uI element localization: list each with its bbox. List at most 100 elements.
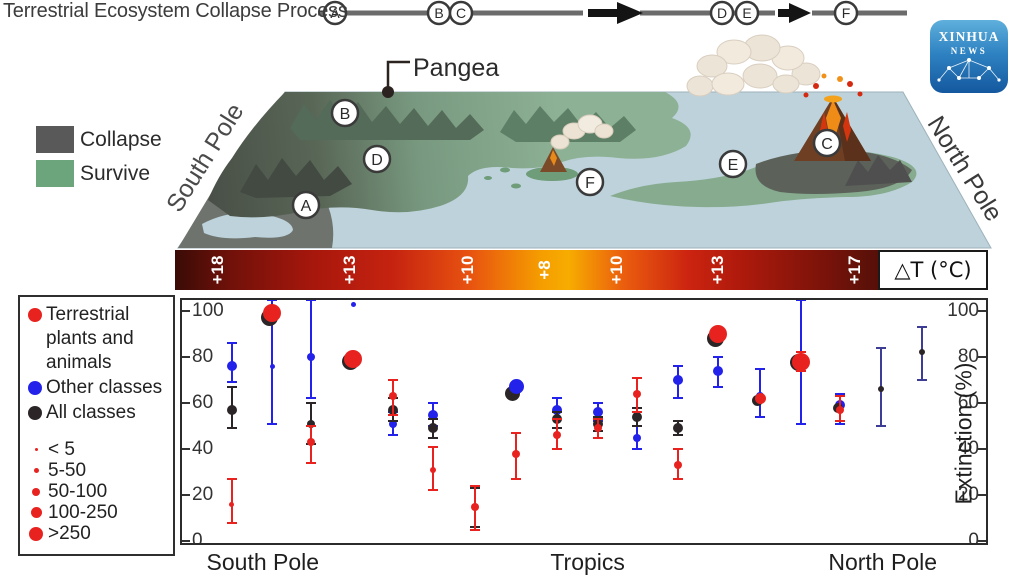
timeline-letter: F <box>842 5 851 21</box>
x-axis-label: Tropics <box>550 549 625 575</box>
scatter-point <box>792 352 811 371</box>
error-bar-cap <box>713 385 724 388</box>
error-bar-cap <box>388 434 399 437</box>
error-bar-cap <box>592 436 603 439</box>
scatter-point <box>835 405 844 414</box>
logo-text: NEWS <box>950 46 988 56</box>
legend-item: Other classes <box>28 376 169 400</box>
temp-value-label: +18 <box>207 255 227 285</box>
temp-value-label: +10 <box>607 255 627 285</box>
error-bar-cap <box>267 422 278 425</box>
scatter-point <box>344 350 363 369</box>
map-marker-f: F <box>575 167 605 197</box>
size-legend: < 5 5-50 50-100 100-250 >250 <box>28 439 169 544</box>
legend-size-item: 5-50 <box>28 460 169 481</box>
error-bar-cap <box>226 342 237 345</box>
error-bar-cap <box>469 528 480 531</box>
timeline-letter: C <box>456 5 466 21</box>
error-bar-cap <box>469 484 480 487</box>
error-bar-cap <box>226 477 237 480</box>
erupting-volcano-icon <box>686 34 871 161</box>
error-bar-cap <box>592 402 603 404</box>
timeline-stage-e: E <box>734 0 760 26</box>
error-bar-cap <box>834 422 845 425</box>
error-bar-cap <box>306 397 317 400</box>
legend-item-label: Other classes <box>46 377 163 398</box>
delta-t-unit-box: △T (°C) <box>878 250 988 290</box>
small-volcano-icon <box>540 114 614 172</box>
legend-item-collapse: Collapse <box>36 126 162 153</box>
legend-color-dot <box>28 381 42 395</box>
xinhua-news-logo: XINHUA NEWS <box>930 20 1008 93</box>
map-marker-letter: D <box>371 152 383 169</box>
y-tick-mark <box>978 448 986 450</box>
legend-size-item: < 5 <box>28 439 169 460</box>
island <box>511 183 521 189</box>
y-tick-mark <box>978 494 986 496</box>
y-tick-mark <box>182 402 190 404</box>
error-bar-cap <box>673 448 684 450</box>
error-bar-cap <box>796 300 807 301</box>
scatter-point <box>552 431 561 440</box>
map-marker-a: A <box>291 190 321 220</box>
scatter-point <box>307 353 316 361</box>
legend-size-label: < 5 <box>48 438 75 460</box>
error-bar-cap <box>673 420 684 423</box>
legend-size-label: >250 <box>48 522 91 544</box>
error-bar-cap <box>755 367 766 370</box>
error-bar-cap <box>592 418 603 421</box>
error-bar-cap <box>388 413 399 416</box>
legend-color-dot <box>28 406 42 420</box>
legend-size-dot <box>32 487 40 496</box>
error-bar-cap <box>876 346 887 349</box>
x-axis-label: North Pole <box>828 549 938 575</box>
temp-value-label: +13 <box>707 255 727 285</box>
y-tick-label: 0 <box>968 530 979 545</box>
map-legend: Collapse Survive <box>36 126 162 194</box>
y-tick-label: 100 <box>947 300 979 321</box>
timeline-letter: B <box>434 5 443 21</box>
error-bar-cap <box>551 448 562 450</box>
scatter-point <box>673 375 684 385</box>
map-marker-letter: E <box>728 157 739 174</box>
survive-swatch <box>36 160 74 187</box>
map-marker-letter: F <box>585 175 595 192</box>
x-axis-labels: South Pole Tropics North Pole <box>180 549 984 577</box>
timeline-stage-c: C <box>448 0 474 26</box>
arrow-right-icon <box>778 3 811 23</box>
scatter-point <box>592 407 603 418</box>
error-bar-cap <box>306 461 317 464</box>
error-bar-cap <box>510 477 521 480</box>
extinction-scatter-plot: 100 100 80 80 60 60 40 40 20 20 0 0 <box>180 298 988 545</box>
timeline-letter: D <box>717 5 727 21</box>
scatter-point <box>427 409 438 420</box>
y-tick-mark <box>182 494 190 496</box>
legend-size-item: >250 <box>28 523 169 544</box>
scatter-point <box>918 349 925 356</box>
y-tick-mark <box>978 540 986 542</box>
error-bar-cap <box>388 420 399 423</box>
legend-label: Collapse <box>80 127 162 151</box>
error-bar-cap <box>592 415 603 418</box>
y-tick-mark <box>182 310 190 312</box>
scatter-point <box>673 423 684 434</box>
error-bar-cap <box>427 489 438 492</box>
error-bar-cap <box>673 365 684 368</box>
scatter-point <box>350 301 356 307</box>
error-bar <box>310 300 313 399</box>
error-bar-cap <box>510 431 521 434</box>
error-bar-cap <box>834 420 845 423</box>
timeline-stage-d: D <box>709 0 735 26</box>
legend-size-item: 50-100 <box>28 481 169 502</box>
timeline-stage-f: F <box>833 0 859 26</box>
scatter-point <box>633 389 642 398</box>
temp-value-label: +8 <box>534 260 554 280</box>
error-bar-cap <box>427 402 438 404</box>
timeline-letter: E <box>742 5 751 21</box>
error-bar <box>271 300 274 424</box>
scatter-point <box>878 386 885 393</box>
y-tick-mark <box>978 356 986 358</box>
y-tick-label: 20 <box>192 484 214 505</box>
legend-size-label: 50-100 <box>48 480 108 502</box>
